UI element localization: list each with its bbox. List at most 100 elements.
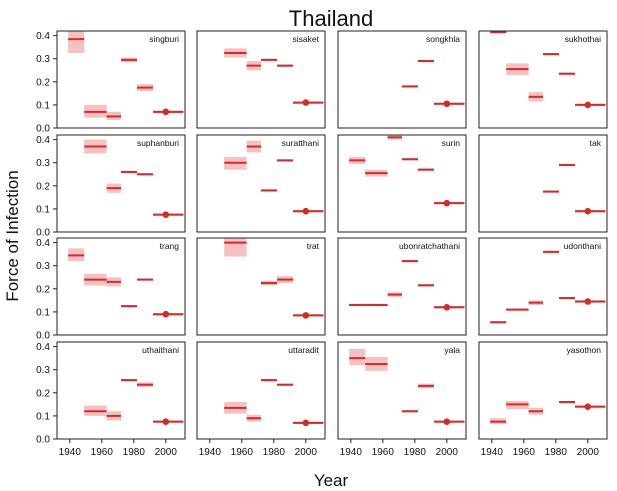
panel-label: surin (442, 138, 461, 148)
panel-marks (349, 135, 465, 207)
panel-suphanburi: suphanburi 0.0 0.1 0.2 0.3 0.4 (36, 134, 186, 239)
panel-frame (56, 134, 186, 233)
panel-frame (56, 30, 186, 129)
panel-uthaithani: uthaithani 0.0 0.1 0.2 0.3 0.4 1940 1960 1980 200… (36, 341, 186, 458)
panel-label: songkhla (426, 34, 460, 44)
panel-label: trat (307, 241, 320, 251)
panel-label: ubonratchathani (399, 241, 460, 251)
estimate-point (443, 100, 451, 108)
panel-label: yala (444, 345, 460, 355)
estimate-point (584, 403, 592, 410)
panel-frame (478, 341, 608, 440)
panel-label: sukhothai (565, 34, 601, 44)
panel-udonthani: udonthani (478, 237, 608, 336)
y-tick-label: 0.2 (36, 77, 50, 88)
estimate-point (162, 310, 170, 318)
y-tick-label: 0.3 (36, 158, 50, 169)
y-tick-label: 0.2 (36, 284, 50, 295)
y-tick-label: 0.0 (36, 124, 50, 135)
y-tick-label: 0.4 (36, 31, 50, 42)
y-tick-label: 0.0 (36, 331, 50, 342)
x-tick-label: 1960 (91, 447, 114, 458)
estimate-point (162, 418, 170, 425)
x-tick-label: 2000 (155, 447, 178, 458)
estimate-point (302, 312, 310, 319)
y-tick-label: 0.4 (36, 342, 50, 353)
panel-marks (490, 400, 606, 424)
y-tick-label: 0.1 (36, 411, 50, 422)
panel-marks (543, 163, 606, 215)
x-tick-label: 1980 (404, 447, 427, 458)
panel-marks (349, 259, 465, 311)
estimate-point (162, 108, 170, 116)
estimate-point (302, 99, 310, 106)
panel-marks (402, 59, 465, 108)
x-axis-label: Year (314, 471, 349, 490)
estimate-point (443, 303, 451, 311)
x-tick-label: 2000 (577, 447, 600, 458)
interval-band (349, 348, 366, 366)
y-tick-label: 0.4 (36, 238, 50, 249)
panel-marks (68, 248, 184, 318)
panel-frame (196, 30, 326, 129)
estimate-point (584, 101, 592, 109)
panel-marks (490, 31, 606, 109)
y-tick-label: 0.1 (36, 100, 50, 111)
y-tick-label: 0.3 (36, 54, 50, 65)
x-tick-label: 2000 (436, 447, 459, 458)
x-tick-label: 1960 (372, 447, 395, 458)
estimate-point (302, 207, 310, 215)
panel-suratthani: suratthani (196, 134, 326, 233)
y-tick-label: 0.3 (36, 365, 50, 376)
panel-marks (490, 250, 606, 324)
y-tick-label: 0.0 (36, 228, 50, 239)
panel-uttaradit: uttaradit 1940 1960 1980 2000 (196, 341, 326, 458)
panel-label: uttaradit (288, 345, 319, 355)
x-tick-label: 1940 (340, 447, 363, 458)
panel-ubonratchathani: ubonratchathani (337, 237, 467, 336)
x-tick-label: 1960 (231, 447, 254, 458)
panel-label: tak (590, 138, 602, 148)
panel-frame (337, 237, 467, 336)
panel-yala: yala 1940 1960 1980 2000 (337, 341, 467, 458)
y-tick-label: 0.2 (36, 181, 50, 192)
panel-frame (196, 341, 326, 440)
x-tick-label: 1940 (199, 447, 222, 458)
panel-label: sisaket (293, 34, 320, 44)
panel-songkhla: songkhla (337, 30, 467, 129)
panel-marks (224, 238, 324, 319)
panel-frame (56, 237, 186, 336)
y-tick-label: 0.3 (36, 261, 50, 272)
panel-frame (478, 237, 608, 336)
panel-grid: singburi 0.0 0.1 0.2 0.3 0.4 sisaket songkhla su… (36, 30, 608, 458)
panel-label: yasothon (567, 345, 602, 355)
panel-frame (478, 30, 608, 129)
y-tick-label: 0.1 (36, 307, 50, 318)
panel-label: singburi (149, 34, 179, 44)
panel-label: suphanburi (137, 138, 179, 148)
panel-frame (478, 134, 608, 233)
estimate-point (302, 419, 310, 427)
panel-trang: trang 0.0 0.1 0.2 0.3 0.4 (36, 237, 186, 342)
y-tick-label: 0.0 (36, 435, 50, 446)
x-tick-label: 1980 (123, 447, 146, 458)
y-axis-label: Force of Infection (3, 170, 22, 301)
estimate-point (584, 207, 592, 215)
panel-marks (84, 378, 184, 425)
panel-marks (68, 31, 184, 120)
x-tick-label: 1940 (481, 447, 504, 458)
estimate-point (443, 418, 451, 425)
panel-label: suratthani (282, 138, 319, 148)
panel-frame (196, 134, 326, 233)
interval-band (224, 238, 247, 257)
panel-marks (224, 140, 324, 215)
panel-marks (224, 378, 324, 427)
panel-frame (337, 134, 467, 233)
chart-title: Thailand (289, 6, 373, 31)
panel-frame (337, 341, 467, 440)
y-tick-label: 0.2 (36, 388, 50, 399)
estimate-point (162, 211, 170, 218)
panel-frame (337, 30, 467, 129)
x-tick-label: 1960 (513, 447, 536, 458)
